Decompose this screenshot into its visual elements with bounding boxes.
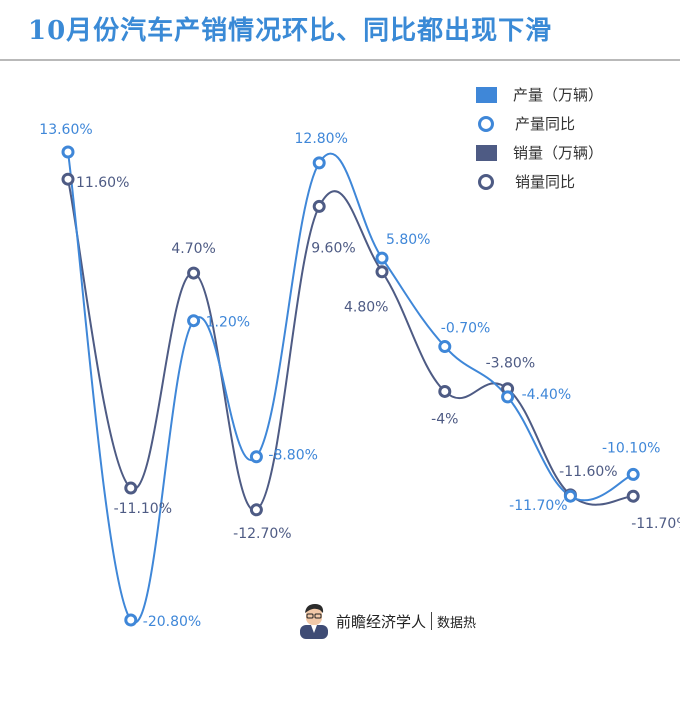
data-label-production-yoy: 1.20% [206, 315, 250, 331]
data-point-sales-yoy[interactable] [249, 503, 263, 517]
title-divider [0, 59, 680, 61]
data-label-sales-yoy: 4.80% [344, 300, 388, 316]
legend-label-production: 产量（万辆） [513, 86, 604, 104]
legend-item-production-yoy[interactable]: 产量同比 [476, 109, 603, 138]
data-label-production-yoy: 5.80% [386, 232, 430, 248]
data-point-production-yoy[interactable] [61, 145, 75, 159]
footer-source: 数据热 [437, 615, 477, 631]
legend-label-production-yoy: 产量同比 [515, 115, 576, 133]
data-label-sales-yoy: 9.60% [311, 240, 355, 256]
data-label-sales-yoy: -11.60% [559, 464, 617, 480]
data-label-sales-yoy: -11.10% [114, 501, 172, 517]
data-point-sales-yoy[interactable] [312, 199, 326, 213]
footer-divider [431, 612, 433, 630]
data-point-sales-yoy[interactable] [375, 265, 389, 279]
footer-brand: 前瞻经济学人 [336, 612, 427, 631]
data-point-production-yoy[interactable] [626, 467, 640, 481]
data-point-production-yoy[interactable] [438, 340, 452, 354]
legend-swatch-production-yoy [478, 115, 494, 132]
data-point-sales-yoy[interactable] [187, 266, 201, 280]
footer-credit: 前瞻经济学人 数据热 [298, 603, 476, 639]
legend: 产量（万辆） 产量同比 销量（万辆） 销量同比 [476, 80, 603, 196]
data-label-sales-yoy: 11.60% [76, 175, 129, 191]
legend-item-sales[interactable]: 销量（万辆） [476, 138, 603, 167]
data-label-sales-yoy: -4% [431, 411, 458, 427]
data-point-production-yoy[interactable] [501, 390, 515, 404]
data-point-sales-yoy[interactable] [438, 384, 452, 398]
data-label-production-yoy: -4.40% [522, 387, 572, 403]
data-label-production-yoy: -0.70% [441, 321, 491, 337]
data-label-production-yoy: -20.80% [143, 614, 201, 630]
chart-title: 10月份汽车产销情况环比、同比都出现下滑 [28, 16, 553, 46]
data-label-production-yoy: 13.60% [39, 122, 92, 138]
legend-swatch-sales [476, 144, 497, 161]
data-label-sales-yoy: 4.70% [171, 241, 215, 257]
data-point-production-yoy[interactable] [312, 156, 326, 170]
series-line-sales-yoy [67, 179, 634, 511]
legend-label-sales-yoy: 销量同比 [515, 173, 576, 191]
data-label-production-yoy: 12.80% [295, 131, 348, 147]
data-point-production-yoy[interactable] [249, 450, 263, 464]
data-point-production-yoy[interactable] [187, 314, 201, 328]
data-label-sales-yoy: -12.70% [233, 526, 291, 542]
data-point-sales-yoy[interactable] [124, 481, 138, 495]
legend-swatch-sales-yoy [478, 173, 494, 190]
data-label-production-yoy: -10.10% [602, 440, 660, 456]
data-point-sales-yoy[interactable] [626, 489, 640, 503]
data-label-production-yoy: -8.80% [268, 448, 318, 464]
data-point-production-yoy[interactable] [124, 613, 138, 627]
data-label-production-yoy: -11.70% [509, 498, 567, 514]
data-point-production-yoy[interactable] [563, 489, 577, 503]
legend-item-sales-yoy[interactable]: 销量同比 [476, 167, 603, 196]
legend-swatch-production [476, 86, 497, 103]
legend-item-production[interactable]: 产量（万辆） [476, 80, 603, 109]
data-label-sales-yoy: -11.70% [631, 516, 680, 532]
legend-label-sales: 销量（万辆） [513, 144, 604, 162]
data-label-sales-yoy: -3.80% [486, 356, 536, 372]
data-point-production-yoy[interactable] [375, 251, 389, 265]
data-point-sales-yoy[interactable] [61, 172, 75, 186]
avatar-icon [300, 604, 328, 639]
